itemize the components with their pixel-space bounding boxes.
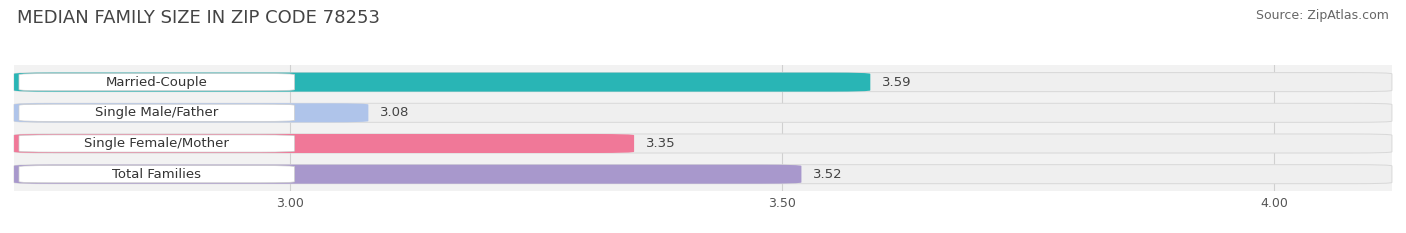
FancyBboxPatch shape bbox=[14, 134, 1392, 153]
FancyBboxPatch shape bbox=[14, 134, 634, 153]
FancyBboxPatch shape bbox=[14, 73, 1392, 92]
FancyBboxPatch shape bbox=[14, 165, 1392, 184]
Text: Single Female/Mother: Single Female/Mother bbox=[84, 137, 229, 150]
Text: Single Male/Father: Single Male/Father bbox=[96, 106, 218, 119]
Text: 3.52: 3.52 bbox=[813, 168, 842, 181]
Text: 3.59: 3.59 bbox=[882, 76, 911, 89]
FancyBboxPatch shape bbox=[14, 103, 368, 122]
Text: Total Families: Total Families bbox=[112, 168, 201, 181]
Text: Source: ZipAtlas.com: Source: ZipAtlas.com bbox=[1256, 9, 1389, 22]
Text: 3.08: 3.08 bbox=[380, 106, 409, 119]
Text: MEDIAN FAMILY SIZE IN ZIP CODE 78253: MEDIAN FAMILY SIZE IN ZIP CODE 78253 bbox=[17, 9, 380, 27]
FancyBboxPatch shape bbox=[14, 103, 1392, 122]
FancyBboxPatch shape bbox=[14, 73, 870, 92]
Text: Married-Couple: Married-Couple bbox=[105, 76, 208, 89]
FancyBboxPatch shape bbox=[14, 165, 801, 184]
FancyBboxPatch shape bbox=[18, 104, 294, 121]
FancyBboxPatch shape bbox=[18, 166, 294, 183]
Text: 3.35: 3.35 bbox=[645, 137, 675, 150]
FancyBboxPatch shape bbox=[18, 74, 294, 91]
FancyBboxPatch shape bbox=[18, 135, 294, 152]
